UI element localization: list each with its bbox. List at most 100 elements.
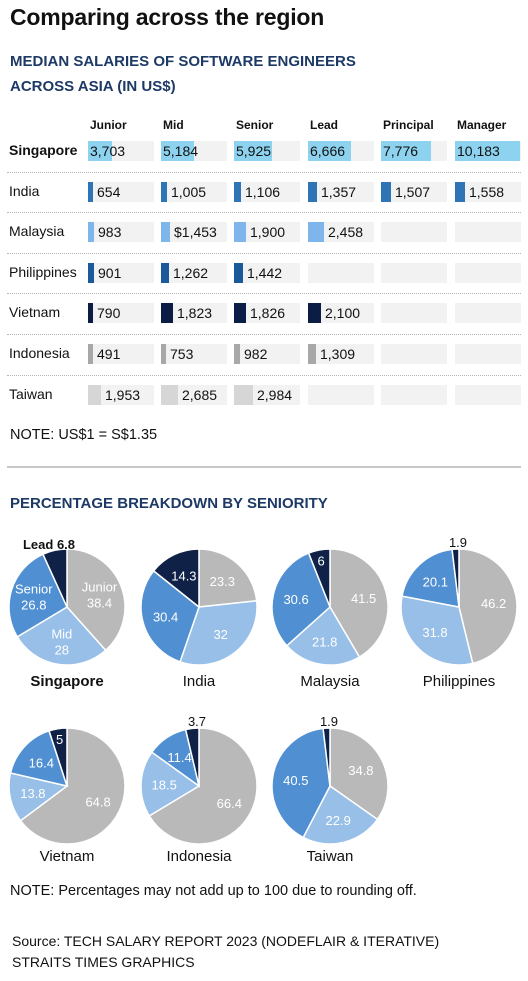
cell-background [234, 303, 300, 323]
cell-background [455, 303, 521, 323]
cell-background [234, 182, 300, 202]
salary-bar-malaysia-lead [308, 222, 324, 242]
pie-slice-taiwan-junior [329, 727, 389, 821]
pie-slice-taiwan-lead [322, 727, 331, 787]
row-separator [7, 253, 521, 254]
cell-background [88, 344, 154, 364]
cell-background [308, 222, 374, 242]
rounding-note: NOTE: Percentages may not add up to 100 … [10, 883, 417, 899]
salary-value: 1,106 [245, 184, 281, 200]
salary-bar-singapore-junior [88, 141, 112, 161]
salary-bar-india-principal [381, 182, 391, 202]
cell-background [308, 385, 374, 405]
pie-label-philippines-lead: 1.9 [449, 535, 467, 550]
pie-label-singapore-senior: Senior 26.8 [15, 582, 53, 613]
country-label-taiwan: Taiwan [9, 386, 53, 402]
pie-label-vietnam-senior: 16.4 [29, 756, 54, 771]
pie-slice-malaysia-junior [329, 548, 389, 659]
country-label-india: India [9, 183, 40, 199]
cell-background [234, 344, 300, 364]
pie-label-indonesia-senior: 11.4 [167, 750, 191, 765]
pie-taiwan: 34.8 22.9 40.5 1.9 [271, 714, 389, 845]
table-subtitle-line-2: ACROSS ASIA (IN US$) [10, 78, 176, 95]
pie-slice-indonesia-mid [140, 751, 201, 817]
salary-value: 1,005 [171, 184, 207, 200]
salary-bar-indonesia-junior [88, 344, 93, 364]
salary-bar-vietnam-senior [234, 303, 246, 323]
salary-bar-singapore-mid [161, 141, 194, 161]
pie-label-malaysia-mid: 21.8 [312, 634, 337, 649]
salary-bar-singapore-principal [381, 141, 431, 161]
pie-label-india-senior: 30.4 [153, 610, 178, 625]
cell-background [234, 222, 300, 242]
pie-slice-philippines-junior [458, 548, 518, 665]
pie-label-taiwan-senior: 40.5 [283, 773, 308, 788]
salary-bar-philippines-junior [88, 263, 94, 283]
pie-malaysia: 41.5 21.8 30.6 6 [271, 548, 389, 666]
column-header-junior: Junior [90, 118, 127, 132]
salary-bar-singapore-senior [234, 141, 272, 161]
salary-value: 10,183 [457, 143, 500, 159]
column-header-manager: Manager [457, 118, 507, 132]
pie-slice-singapore-lead [41, 548, 68, 608]
pie-label-vietnam-mid: 13.8 [20, 786, 45, 801]
salary-bar-malaysia-mid [161, 222, 170, 242]
column-header-principal: Principal [383, 118, 434, 132]
chart-title: Comparing across the region [10, 4, 325, 30]
exchange-rate-note: NOTE: US$1 = S$1.35 [10, 427, 158, 443]
pie-singapore: Junior 38.4 Mid 28 Senior 26.8 Lead 6.8 [8, 537, 126, 666]
pie-slice-malaysia-lead [307, 548, 331, 608]
pie-label-taiwan-junior: 34.8 [348, 763, 373, 778]
country-label-philippines: Philippines [9, 264, 77, 280]
salary-value: 982 [244, 346, 268, 362]
pie-india: 23.3 32 30.4 14.3 [140, 548, 258, 666]
cell-background [455, 263, 521, 283]
pie-country-label-indonesia: Indonesia [166, 848, 232, 865]
cell-background [455, 344, 521, 364]
country-label-indonesia: Indonesia [9, 345, 70, 361]
cell-background [381, 303, 447, 323]
pie-indonesia: 66.4 18.5 11.4 3.7 [140, 714, 258, 845]
salary-value: 5,925 [236, 143, 272, 159]
cell-background [381, 385, 447, 405]
table-subtitle-line-1: MEDIAN SALARIES OF SOFTWARE ENGINEERS [10, 53, 356, 70]
salary-value: 2,685 [182, 387, 218, 403]
salary-value: 983 [98, 224, 122, 240]
salary-value: 2,458 [328, 224, 364, 240]
pie-label-india-mid: 32 [213, 627, 227, 642]
cell-background [88, 303, 154, 323]
pie-philippines: 46.2 31.8 20.1 1.9 [400, 535, 518, 666]
salary-value: 5,184 [163, 143, 199, 159]
cell-background [455, 385, 521, 405]
pie-slice-philippines-mid [400, 595, 474, 666]
salary-value: 2,984 [257, 387, 293, 403]
pie-vietnam: 64.8 13.8 16.45 [8, 727, 126, 845]
salary-bar-singapore-lead [308, 141, 351, 161]
cell-background [88, 182, 154, 202]
salary-bar-philippines-senior [234, 263, 243, 283]
pie-slice-india-lead [152, 548, 200, 609]
salary-value: $1,453 [174, 224, 217, 240]
pie-country-label-taiwan: Taiwan [306, 848, 354, 865]
pie-country-label-philippines: Philippines [422, 673, 496, 690]
pie-slice-vietnam-lead [48, 727, 68, 787]
cell-background [455, 182, 521, 202]
pie-label-taiwan-mid: 22.9 [326, 813, 351, 828]
salary-bar-taiwan-junior [88, 385, 101, 405]
pie-label-philippines-mid: 31.8 [422, 625, 447, 640]
cell-background [161, 222, 227, 242]
salary-bar-philippines-mid [161, 263, 169, 283]
pie-label-vietnam-junior: 64.8 [85, 795, 110, 810]
column-header-senior: Senior [236, 118, 274, 132]
salary-bar-vietnam-lead [308, 303, 321, 323]
salary-value: 1,953 [105, 387, 141, 403]
section-divider [7, 466, 521, 468]
salary-value: 6,666 [310, 143, 346, 159]
pie-slice-indonesia-junior [148, 727, 258, 845]
cell-background [308, 303, 374, 323]
cell-background [161, 303, 227, 323]
salary-value: 1,900 [250, 224, 286, 240]
pie-slice-malaysia-mid [285, 605, 361, 666]
country-label-vietnam: Vietnam [9, 304, 61, 320]
salary-bar-taiwan-mid [161, 385, 178, 405]
